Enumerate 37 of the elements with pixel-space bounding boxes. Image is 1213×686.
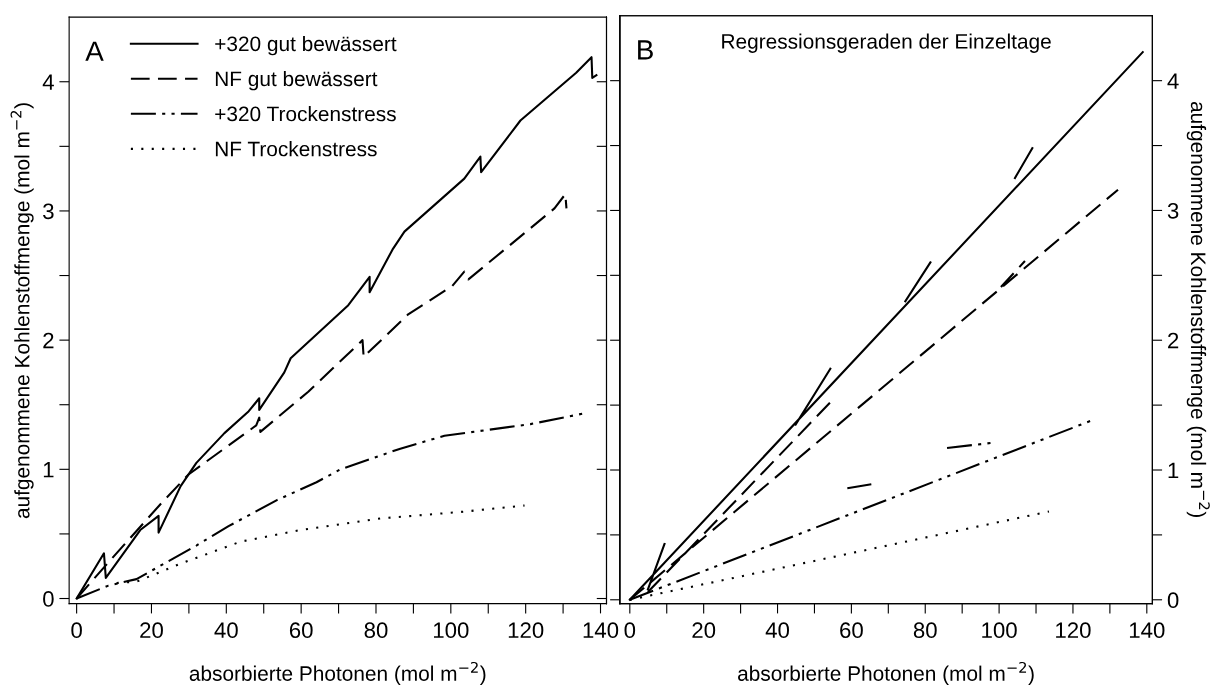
y2-tick-label: 0 [1167, 592, 1179, 609]
y-tick-label: 4 [42, 74, 54, 90]
x-tick-label: 80 [364, 622, 388, 639]
x-axis-title: absorbierte Photonen (mol m$^{−2}$) [189, 661, 486, 686]
x-tick-label: 140 [1129, 622, 1165, 639]
legend-label: +320 gut bewässert [215, 35, 397, 56]
x-tick-label: 60 [289, 622, 313, 639]
y-tick-label: 2 [43, 332, 54, 349]
x-tick-label: 0 [624, 622, 636, 639]
x-tick-label: 120 [1056, 622, 1091, 639]
x-tick-label: 120 [508, 622, 544, 639]
annotation: A [85, 41, 104, 61]
y2-tick-label: 2 [1168, 332, 1179, 349]
x-tick-label: 40 [765, 622, 790, 639]
x-tick-label: 80 [913, 622, 937, 639]
text: Regressionsgeraden der Einzeltage [722, 33, 1051, 53]
y-tick-label: 3 [43, 203, 54, 220]
x-tick-label: 40 [214, 622, 238, 639]
y2-tick-label: 4 [1167, 73, 1179, 89]
x-tick-label: 20 [692, 622, 716, 639]
legend-label: +320 Trockenstress [215, 105, 396, 122]
legend-label: NF Trockenstress [215, 141, 377, 157]
x-tick-label: 0 [71, 622, 82, 639]
y-axis-title: aufgenommene Kohlenstoffmenge (mol m$^{−2}$) [10, 103, 34, 519]
x-tick-label: 20 [140, 622, 163, 639]
y2-axis-title: aufgenommene Kohlenstoffmenge (mol m$^{−2}$) [1186, 101, 1210, 517]
y2-tick-label: 3 [1167, 202, 1179, 219]
y-tick-label: 1 [43, 462, 54, 478]
annotation: B [638, 40, 653, 60]
y2-tick-label: 1 [1168, 462, 1179, 479]
x-tick-label: 60 [840, 622, 863, 639]
x-tick-label: 140 [583, 622, 619, 639]
x-axis-title: absorbierte Photonen (mol m$^{−2}$) [738, 661, 1034, 686]
legend-label: NF gut bewässert [215, 70, 378, 91]
x-tick-label: 100 [982, 622, 1017, 639]
x-tick-label: 100 [433, 622, 469, 639]
y-tick-label: 0 [43, 591, 54, 607]
